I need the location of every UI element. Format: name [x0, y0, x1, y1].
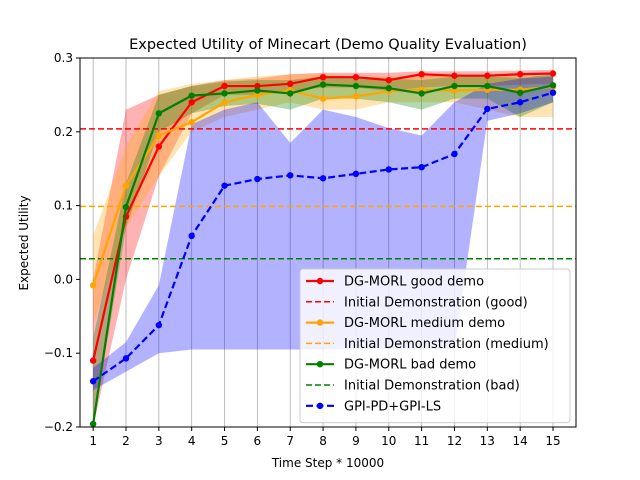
legend-label: GPI-PD+GPI-LS [344, 399, 441, 414]
point-dg-morl-medium-demo [319, 95, 327, 102]
point-dg-morl-bad-demo [89, 420, 97, 428]
point-dg-morl-good-demo [418, 71, 425, 78]
legend-marker [316, 361, 324, 368]
band-dg-morl-medium-demo [93, 74, 554, 324]
point-dg-morl-bad-demo [418, 90, 425, 97]
point-dg-morl-medium-demo [188, 119, 195, 126]
x-tick-label: 8 [319, 434, 327, 448]
point-gpi-pd-gpi-ls [221, 182, 228, 189]
point-gpi-pd-gpi-ls [122, 355, 130, 362]
point-dg-morl-good-demo [254, 82, 261, 90]
point-dg-morl-good-demo [287, 80, 294, 88]
legend-label: Initial Demonstration (bad) [344, 379, 520, 394]
reference-lines [80, 128, 576, 260]
point-gpi-pd-gpi-ls [319, 175, 327, 182]
x-tick-label: 5 [221, 434, 229, 448]
band-dg-morl-bad-demo [93, 74, 554, 428]
point-dg-morl-bad-demo [221, 90, 228, 97]
point-dg-morl-bad-demo [451, 82, 458, 90]
x-tick-label: 2 [122, 434, 130, 448]
x-tick-label: 3 [155, 434, 163, 448]
point-dg-morl-bad-demo [319, 81, 327, 88]
y-tick-label: 0.3 [54, 51, 73, 65]
point-dg-morl-bad-demo [352, 82, 360, 90]
x-tick-label: 11 [414, 434, 429, 448]
point-dg-morl-medium-demo [122, 182, 130, 189]
point-dg-morl-good-demo [155, 143, 163, 150]
legend: DG-MORL good demo Initial Demonstration (… [299, 268, 571, 424]
point-dg-morl-good-demo [319, 73, 327, 81]
point-gpi-pd-gpi-ls [418, 164, 425, 171]
point-dg-morl-bad-demo [254, 87, 261, 94]
y-tick-label: 0.0 [54, 272, 73, 286]
point-gpi-pd-gpi-ls [188, 232, 195, 240]
legend-label: DG-MORL good demo [344, 275, 484, 290]
point-dg-morl-good-demo [484, 72, 491, 79]
point-dg-morl-bad-demo [188, 92, 195, 99]
point-dg-morl-medium-demo [155, 132, 163, 139]
point-dg-morl-good-demo [385, 76, 392, 84]
y-tick-label: 0.2 [54, 125, 73, 139]
x-tick-label: 4 [188, 434, 196, 448]
point-dg-morl-good-demo [549, 70, 557, 77]
x-axis-label: Time Step * 10000 [271, 456, 384, 470]
x-tick-label: 10 [381, 434, 396, 448]
point-dg-morl-good-demo [451, 72, 458, 79]
x-tick-label: 14 [513, 434, 528, 448]
legend-label: Initial Demonstration (medium) [344, 337, 549, 352]
plot-area-frame [79, 57, 577, 428]
x-tick-label: 12 [447, 434, 462, 448]
point-dg-morl-bad-demo [385, 85, 392, 92]
legend-marker [316, 402, 324, 409]
point-gpi-pd-gpi-ls [89, 378, 97, 385]
x-tick-label: 7 [286, 434, 294, 448]
axes: 1 2 3 4 5 6 7 8 9 10 11 12 13 14 15−0.2−0.10.00.10.20.… [44, 51, 561, 448]
y-tick-label: −0.1 [44, 346, 73, 360]
point-dg-morl-good-demo [188, 99, 195, 106]
x-tick-label: 6 [254, 434, 262, 448]
band-dg-morl-good-demo [93, 69, 554, 428]
point-gpi-pd-gpi-ls [254, 175, 261, 183]
legend-box [299, 268, 571, 424]
point-gpi-pd-gpi-ls [352, 170, 360, 178]
point-gpi-pd-gpi-ls [549, 89, 557, 96]
point-gpi-pd-gpi-ls [516, 99, 524, 106]
chart-title: Expected Utility of Minecart (Demo Quali… [129, 37, 527, 53]
legend-label: DG-MORL bad demo [344, 358, 476, 373]
point-dg-morl-bad-demo [484, 82, 491, 90]
point-gpi-pd-gpi-ls [484, 105, 491, 113]
x-tick-label: 9 [352, 434, 360, 448]
x-tick-label: 15 [545, 434, 560, 448]
y-tick-label: −0.2 [44, 420, 73, 434]
point-dg-morl-bad-demo [155, 110, 163, 117]
point-dg-morl-medium-demo [352, 93, 360, 100]
point-dg-morl-bad-demo [122, 203, 130, 211]
point-dg-morl-good-demo [352, 73, 360, 81]
x-tick-label: 1 [89, 434, 97, 448]
legend-label: Initial Demonstration (good) [344, 295, 528, 310]
point-dg-morl-bad-demo [287, 90, 294, 97]
point-gpi-pd-gpi-ls [287, 172, 294, 179]
point-dg-morl-medium-demo [89, 282, 97, 289]
point-dg-morl-bad-demo [549, 82, 557, 89]
legend-label: DG-MORL medium demo [344, 316, 505, 331]
legend-marker [316, 277, 324, 285]
y-axis-label: Expected Utility [17, 195, 31, 290]
point-gpi-pd-gpi-ls [451, 150, 458, 158]
y-tick-label: 0.1 [54, 199, 73, 213]
x-tick-label: 13 [480, 434, 495, 448]
point-dg-morl-bad-demo [516, 89, 524, 96]
point-gpi-pd-gpi-ls [385, 166, 392, 173]
point-dg-morl-medium-demo [221, 99, 228, 106]
point-dg-morl-good-demo [516, 71, 524, 78]
point-dg-morl-medium-demo [254, 91, 261, 99]
point-dg-morl-medium-demo [451, 87, 458, 94]
series-lines [89, 70, 557, 428]
point-gpi-pd-gpi-ls [155, 321, 163, 329]
legend-marker [316, 319, 324, 326]
point-dg-morl-good-demo [221, 82, 228, 90]
point-dg-morl-good-demo [89, 357, 97, 364]
